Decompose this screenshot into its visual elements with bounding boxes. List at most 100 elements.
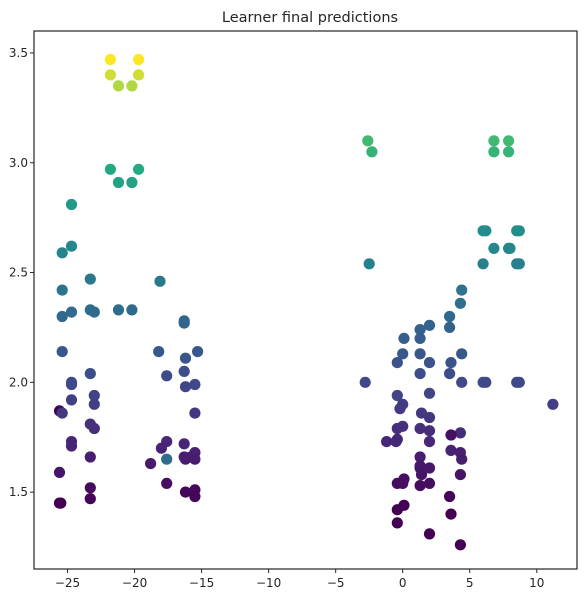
y-tick-label-4: 3.5 xyxy=(9,46,28,60)
scatter-point-11 xyxy=(65,240,78,252)
points-layer xyxy=(53,53,559,551)
scatter-point-21 xyxy=(56,310,68,323)
scatter-point-6 xyxy=(104,163,116,175)
scatter-point-138 xyxy=(445,508,457,520)
scatter-point-70 xyxy=(503,146,515,158)
scatter-point-137 xyxy=(391,504,403,516)
scatter-point-141 xyxy=(454,539,466,551)
scatter-point-94 xyxy=(423,357,436,369)
scatter-point-20 xyxy=(126,304,138,316)
scatter-point-96 xyxy=(444,368,456,380)
scatter-point-2 xyxy=(104,69,116,81)
scatter-point-85 xyxy=(423,319,436,331)
scatter-point-84 xyxy=(444,310,456,323)
x-tick-label-7: 10 xyxy=(529,576,544,590)
scatter-point-42 xyxy=(88,422,100,435)
x-tick-label-5: 0 xyxy=(399,576,407,590)
y-tick-label-3: 3.0 xyxy=(9,156,28,170)
scatter-point-9 xyxy=(126,176,138,189)
scatter-point-27 xyxy=(179,352,192,364)
scatter-point-113 xyxy=(414,422,426,435)
scatter-point-15 xyxy=(154,275,166,287)
x-tick-label-3: −10 xyxy=(256,576,281,590)
scatter-point-64 xyxy=(55,497,67,509)
scatter-point-121 xyxy=(445,444,457,456)
scatter-point-123 xyxy=(414,451,426,463)
scatter-point-68 xyxy=(503,135,515,147)
scatter-point-23 xyxy=(178,317,190,329)
chart-title: Learner final predictions xyxy=(222,10,398,26)
scatter-point-29 xyxy=(84,368,96,380)
scatter-point-1 xyxy=(133,53,145,66)
scatter-point-8 xyxy=(112,176,125,189)
scatter-point-25 xyxy=(153,346,165,358)
scatter-point-81 xyxy=(513,258,525,270)
scatter-point-32 xyxy=(65,378,78,391)
scatter-point-120 xyxy=(390,436,402,448)
scatter-point-108 xyxy=(394,403,406,415)
scatter-point-112 xyxy=(391,422,403,435)
scatter-point-103 xyxy=(513,376,525,388)
scatter-point-124 xyxy=(456,453,468,465)
scatter-point-97 xyxy=(414,368,426,380)
scatter-point-132 xyxy=(397,477,409,489)
scatter-point-95 xyxy=(445,357,457,369)
scatter-point-66 xyxy=(366,146,378,158)
scatter-point-14 xyxy=(56,284,68,296)
x-tick-label-6: 5 xyxy=(466,576,474,590)
scatter-point-115 xyxy=(454,427,466,439)
scatter-point-79 xyxy=(477,258,489,270)
scatter-point-117 xyxy=(381,436,393,448)
x-tick-label-4: −5 xyxy=(327,576,345,590)
scatter-point-47 xyxy=(155,442,167,454)
scatter-point-46 xyxy=(178,438,190,450)
y-tick-label-0: 1.5 xyxy=(9,485,28,499)
scatter-point-82 xyxy=(456,284,468,296)
scatter-point-19 xyxy=(112,304,125,316)
x-tick-label-0: −25 xyxy=(55,576,80,590)
scatter-point-75 xyxy=(488,242,500,254)
scatter-point-0 xyxy=(104,53,116,66)
scatter-point-16 xyxy=(65,306,78,318)
scatter-point-110 xyxy=(423,411,436,424)
scatter-point-99 xyxy=(456,376,468,388)
scatter-point-127 xyxy=(423,462,436,474)
scatter-point-10 xyxy=(65,198,78,211)
scatter-point-56 xyxy=(53,466,66,478)
scatter-point-62 xyxy=(84,493,96,505)
scatter-point-135 xyxy=(444,490,456,503)
scatter-point-45 xyxy=(65,440,78,452)
scatter-point-24 xyxy=(56,346,68,358)
scatter-point-34 xyxy=(179,381,192,393)
scatter-point-93 xyxy=(391,357,403,369)
scatter-point-53 xyxy=(179,453,192,465)
scatter-point-37 xyxy=(88,398,100,410)
scatter-point-52 xyxy=(189,453,201,465)
scatter-point-98 xyxy=(359,376,371,388)
scatter-point-33 xyxy=(189,378,201,391)
scatter-point-18 xyxy=(88,306,100,318)
scatter-point-26 xyxy=(192,346,204,358)
scatter-point-54 xyxy=(161,453,173,465)
scatter-point-119 xyxy=(423,436,436,448)
scatter-point-91 xyxy=(414,348,426,360)
scatter-point-87 xyxy=(444,321,456,333)
scatter-point-36 xyxy=(65,394,78,406)
scatter-point-65 xyxy=(362,135,374,147)
scatter-point-12 xyxy=(56,247,68,259)
scatter-point-116 xyxy=(445,429,457,441)
scatter-point-30 xyxy=(161,370,173,382)
scatter-point-90 xyxy=(397,348,409,360)
scatter-point-105 xyxy=(391,389,403,402)
scatter-point-67 xyxy=(488,135,500,147)
scatter-point-58 xyxy=(84,482,96,494)
y-axis: 1.5 2.0 2.5 3.0 3.5 xyxy=(9,46,34,499)
scatter-point-101 xyxy=(480,376,492,388)
scatter-point-55 xyxy=(145,458,157,470)
scatter-point-57 xyxy=(161,477,173,489)
scatter-point-139 xyxy=(391,517,403,529)
scatter-point-5 xyxy=(126,80,138,92)
scatter-point-133 xyxy=(414,480,426,492)
scatter-point-60 xyxy=(179,486,192,498)
